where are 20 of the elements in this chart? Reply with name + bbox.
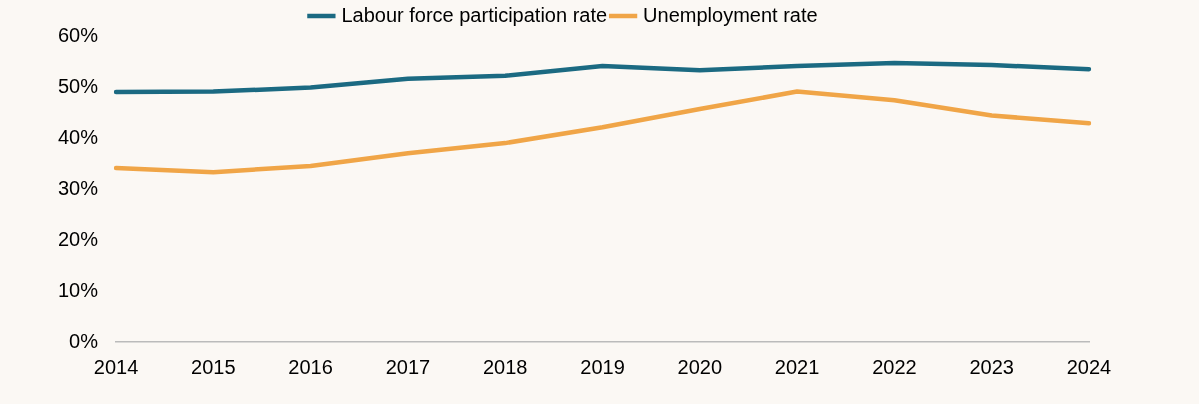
legend-label: Unemployment rate <box>643 3 818 26</box>
x-tick-label: 2015 <box>191 355 236 378</box>
x-tick-label: 2021 <box>774 355 820 378</box>
y-tick-label: 60% <box>58 23 99 46</box>
y-tick-label: 40% <box>58 125 99 148</box>
y-tick-label: 10% <box>58 278 99 301</box>
x-tick-label: 2020 <box>677 355 723 378</box>
y-tick-label: 30% <box>58 176 99 199</box>
legend-label: Labour force participation rate <box>341 3 608 26</box>
y-tick-label: 0% <box>69 329 99 352</box>
y-tick-label: 20% <box>58 227 99 250</box>
y-tick-label: 50% <box>58 74 99 97</box>
x-tick-label: 2014 <box>93 355 139 378</box>
x-tick-label: 2017 <box>385 355 431 378</box>
x-tick-label: 2019 <box>580 355 625 378</box>
x-tick-label: 2016 <box>288 355 333 378</box>
x-tick-label: 2024 <box>1066 355 1112 378</box>
x-tick-label: 2018 <box>482 355 528 378</box>
x-tick-label: 2022 <box>872 355 917 378</box>
x-tick-label: 2023 <box>969 355 1014 378</box>
